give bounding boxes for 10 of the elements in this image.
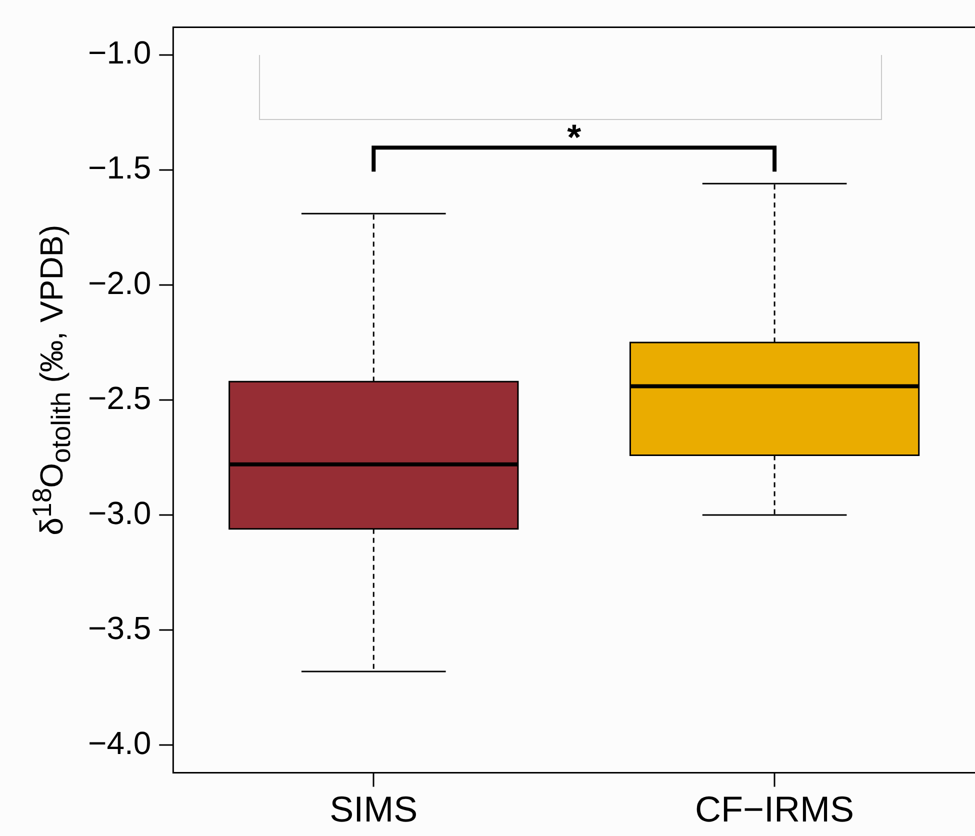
y-tick-label: −2.0 bbox=[88, 264, 152, 301]
y-tick-label: −3.0 bbox=[88, 494, 152, 531]
y-tick-label: −3.5 bbox=[88, 610, 152, 646]
x-tick-label: CF−IRMS bbox=[695, 788, 854, 830]
y-tick-label: −1.0 bbox=[88, 34, 152, 71]
y-tick-label: −4.0 bbox=[88, 725, 152, 762]
y-tick-label: −1.5 bbox=[88, 150, 152, 186]
x-tick-label: SIMS bbox=[330, 788, 418, 830]
annotation: * bbox=[567, 116, 582, 158]
y-tick-label: −2.5 bbox=[88, 380, 152, 416]
